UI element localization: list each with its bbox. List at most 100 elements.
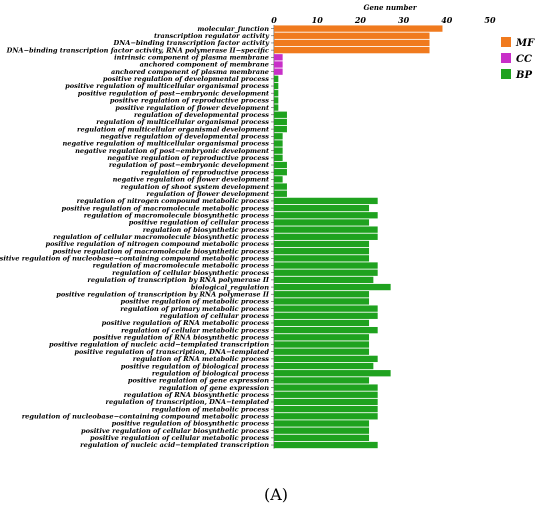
bar-bp (274, 420, 370, 427)
bar-bp (274, 161, 287, 169)
x-tick-label: 10 (312, 15, 324, 25)
category-label: regulation of flower development (146, 190, 269, 198)
category-label: transcription regulator activity (154, 32, 270, 40)
category-label: regulation of macromolecule metabolic pr… (93, 262, 270, 270)
bar-bp (274, 312, 378, 319)
bar-bp (274, 75, 279, 83)
category-label: regulation of nucleic acid−templated tra… (80, 441, 269, 449)
category-label: positive regulation of transcription, DN… (74, 348, 269, 356)
bar-mf (274, 46, 430, 54)
bar-bp (274, 90, 279, 97)
x-tick-label: 20 (354, 15, 367, 25)
category-label: negative regulation of multicellular org… (63, 140, 270, 148)
bar-bp (274, 348, 370, 355)
category-label: regulation of nucleobase−containing comp… (22, 413, 270, 421)
bar-mf (274, 39, 430, 47)
bar-bp (274, 427, 370, 434)
category-label: positive regulation of gene expression (128, 377, 269, 385)
bar-bp (274, 190, 287, 197)
bar-bp (274, 176, 283, 183)
bar-bp (274, 391, 378, 398)
category-label: positive regulation of transcription by … (56, 290, 270, 298)
x-tick-label: 30 (398, 15, 410, 25)
category-label: regulation of developmental process (134, 111, 269, 119)
category-label: DNA−binding transcription factor activit… (113, 39, 271, 47)
bar-cc (274, 54, 283, 61)
bar-bp (274, 441, 378, 449)
x-tick-label: 50 (484, 15, 496, 25)
legend: MF CC BP (501, 37, 535, 81)
bar-bp (274, 405, 378, 413)
bar-bp (274, 197, 378, 205)
bar-bp (274, 341, 370, 348)
legend-label-mf: MF (515, 38, 535, 49)
category-label: positive regulation of nucleobase−contai… (0, 255, 269, 263)
bar-bp (274, 147, 283, 154)
category-label: regulation of cellular macromolecule bio… (53, 233, 269, 241)
category-label: positive regulation of post−embryonic de… (78, 89, 269, 97)
category-label: DNA−binding transcription factor activit… (6, 46, 269, 54)
category-label: molecular_function (197, 25, 269, 33)
category-label: regulation of shoot system development (121, 183, 269, 191)
category-label: positive regulation of macromolecule bio… (53, 247, 270, 255)
bar-bp (274, 370, 391, 377)
category-label: positive regulation of cellular biosynth… (81, 427, 269, 435)
category-label: regulation of transcription, DNA−templat… (106, 398, 270, 406)
category-label: regulation of RNA metabolic process (133, 355, 270, 363)
category-label: biological_regulation (191, 283, 269, 291)
bar-bp (274, 434, 370, 442)
category-label: negative regulation of post−embryonic de… (75, 147, 269, 155)
x-tick-label: 0 (271, 15, 277, 25)
bar-bp (274, 133, 283, 140)
bar-bp (274, 384, 378, 391)
bar-bp (274, 82, 279, 90)
category-label: positive regulation of RNA metabolic pro… (102, 319, 270, 327)
bar-cc (274, 68, 283, 75)
category-label: regulation of cellular metabolic process (121, 326, 269, 334)
bar-bp (274, 298, 370, 305)
bar-bp (274, 183, 287, 190)
bar-bp (274, 355, 378, 363)
bar-bp (274, 140, 283, 147)
category-label: positive regulation of biosynthetic proc… (112, 420, 270, 428)
bar-bp (274, 362, 374, 370)
bar-bp (274, 398, 378, 406)
category-label: regulation of transcription by RNA polym… (87, 276, 270, 284)
bar-bp (274, 169, 287, 176)
bar-bp (274, 326, 378, 334)
category-label: positive regulation of metabolic process (121, 298, 270, 306)
bar-mf (274, 32, 430, 39)
category-label: positive regulation of nitrogen compound… (46, 240, 270, 248)
category-label: regulation of multicellular organismal d… (77, 125, 269, 133)
category-label: positive regulation of multicellular org… (65, 82, 269, 90)
category-label: regulation of metabolic process (152, 405, 270, 413)
category-label: positive regulation of RNA biosynthetic … (93, 334, 270, 342)
category-label: regulation of multicellular organismal p… (96, 118, 269, 126)
category-label: regulation of nitrogen compound metaboli… (77, 197, 270, 205)
category-label: regulation of cellular process (160, 312, 269, 320)
legend-swatch-mf (501, 37, 511, 47)
category-label: anchored component of plasma membrane (111, 68, 269, 76)
bar-bp (274, 240, 370, 248)
category-label: regulation of reproductive process (141, 168, 269, 176)
bar-bp (274, 118, 287, 126)
category-label: regulation of macromolecule biosynthetic… (84, 211, 270, 219)
category-label: positive regulation of flower developmen… (115, 104, 269, 112)
category-label: negative regulation of reproductive proc… (107, 154, 269, 162)
legend-label-cc: CC (516, 54, 532, 65)
x-axis-title: Gene number (363, 3, 417, 12)
bar-bp (274, 125, 287, 133)
category-label: regulation of cellular biosynthetic proc… (112, 269, 269, 277)
x-tick-label: 40 (441, 15, 453, 25)
bar-bp (274, 226, 378, 233)
category-label: positive regulation of cellular process (129, 219, 269, 227)
category-label: positive regulation of macromolecule met… (62, 204, 270, 212)
category-label: regulation of post−embryonic development (109, 161, 269, 169)
category-label: negative regulation of flower developmen… (113, 176, 269, 184)
bar-bp (274, 255, 370, 262)
bar-mf (274, 25, 443, 32)
panel-label: (A) (264, 485, 288, 504)
category-label: positive regulation of reproductive proc… (110, 97, 269, 105)
bar-bp (274, 111, 287, 118)
